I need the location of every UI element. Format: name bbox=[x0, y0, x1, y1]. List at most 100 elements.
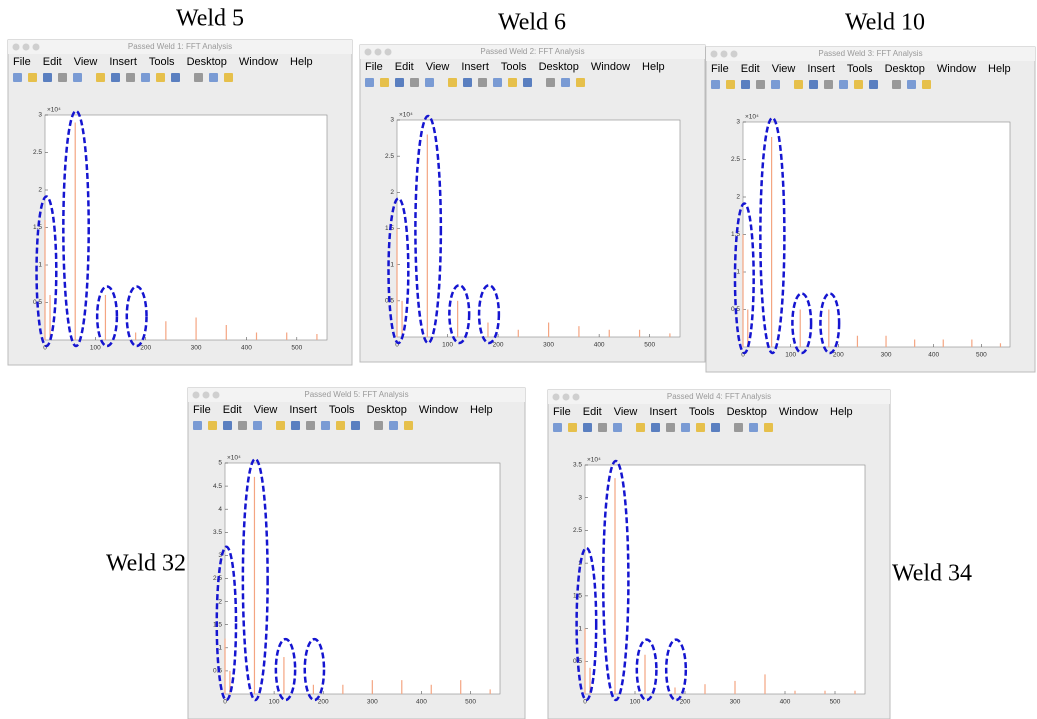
menu-item[interactable]: Window bbox=[779, 406, 818, 418]
menu-item[interactable]: Help bbox=[290, 56, 313, 68]
window-button[interactable] bbox=[563, 394, 570, 401]
toolbar-icon[interactable] bbox=[194, 73, 203, 82]
toolbar-icon[interactable] bbox=[404, 421, 413, 430]
toolbar-icon[interactable] bbox=[111, 73, 120, 82]
toolbar-icon[interactable] bbox=[365, 78, 374, 87]
menu-item[interactable]: Window bbox=[419, 404, 458, 416]
toolbar-icon[interactable] bbox=[809, 80, 818, 89]
toolbar-icon[interactable] bbox=[448, 78, 457, 87]
toolbar-icon[interactable] bbox=[493, 78, 502, 87]
menu-item[interactable]: Edit bbox=[741, 63, 760, 75]
menu-item[interactable]: Tools bbox=[501, 61, 527, 73]
menu-item[interactable]: Edit bbox=[43, 56, 62, 68]
toolbar-icon[interactable] bbox=[171, 73, 180, 82]
menu-item[interactable]: Tools bbox=[689, 406, 715, 418]
menu-item[interactable]: File bbox=[365, 61, 383, 73]
window-button[interactable] bbox=[711, 51, 718, 58]
menu-item[interactable]: Insert bbox=[807, 63, 835, 75]
toolbar-icon[interactable] bbox=[854, 80, 863, 89]
toolbar-icon[interactable] bbox=[43, 73, 52, 82]
toolbar-icon[interactable] bbox=[613, 423, 622, 432]
toolbar-icon[interactable] bbox=[336, 421, 345, 430]
toolbar-icon[interactable] bbox=[734, 423, 743, 432]
toolbar-icon[interactable] bbox=[636, 423, 645, 432]
toolbar-icon[interactable] bbox=[764, 423, 773, 432]
menu-item[interactable]: View bbox=[74, 56, 98, 68]
toolbar-icon[interactable] bbox=[598, 423, 607, 432]
toolbar-icon[interactable] bbox=[711, 80, 720, 89]
window-button[interactable] bbox=[553, 394, 560, 401]
window-button[interactable] bbox=[385, 49, 392, 56]
menu-item[interactable]: Desktop bbox=[187, 56, 227, 68]
menu-item[interactable]: Desktop bbox=[885, 63, 925, 75]
menu-item[interactable]: Edit bbox=[395, 61, 414, 73]
toolbar-icon[interactable] bbox=[771, 80, 780, 89]
menu-item[interactable]: Help bbox=[470, 404, 493, 416]
window-button[interactable] bbox=[33, 44, 40, 51]
menu-item[interactable]: Window bbox=[591, 61, 630, 73]
menu-item[interactable]: Help bbox=[830, 406, 853, 418]
toolbar-icon[interactable] bbox=[892, 80, 901, 89]
toolbar-icon[interactable] bbox=[209, 73, 218, 82]
toolbar-icon[interactable] bbox=[291, 421, 300, 430]
toolbar-icon[interactable] bbox=[253, 421, 262, 430]
menu-item[interactable]: Insert bbox=[109, 56, 137, 68]
menu-item[interactable]: Edit bbox=[583, 406, 602, 418]
menu-item[interactable]: Window bbox=[239, 56, 278, 68]
toolbar-icon[interactable] bbox=[696, 423, 705, 432]
toolbar-icon[interactable] bbox=[561, 78, 570, 87]
window-button[interactable] bbox=[213, 392, 220, 399]
menu-item[interactable]: Tools bbox=[149, 56, 175, 68]
menu-item[interactable]: View bbox=[614, 406, 638, 418]
menu-item[interactable]: Desktop bbox=[539, 61, 579, 73]
toolbar-icon[interactable] bbox=[156, 73, 165, 82]
toolbar-icon[interactable] bbox=[478, 78, 487, 87]
toolbar-icon[interactable] bbox=[374, 421, 383, 430]
window-button[interactable] bbox=[365, 49, 372, 56]
toolbar-icon[interactable] bbox=[508, 78, 517, 87]
toolbar-icon[interactable] bbox=[726, 80, 735, 89]
toolbar-icon[interactable] bbox=[583, 423, 592, 432]
window-button[interactable] bbox=[23, 44, 30, 51]
menu-item[interactable]: View bbox=[254, 404, 278, 416]
toolbar-icon[interactable] bbox=[824, 80, 833, 89]
window-button[interactable] bbox=[731, 51, 738, 58]
toolbar-icon[interactable] bbox=[907, 80, 916, 89]
toolbar-icon[interactable] bbox=[553, 423, 562, 432]
toolbar-icon[interactable] bbox=[756, 80, 765, 89]
menu-item[interactable]: Tools bbox=[329, 404, 355, 416]
toolbar-icon[interactable] bbox=[523, 78, 532, 87]
menu-item[interactable]: Edit bbox=[223, 404, 242, 416]
toolbar-icon[interactable] bbox=[58, 73, 67, 82]
toolbar-icon[interactable] bbox=[681, 423, 690, 432]
toolbar-icon[interactable] bbox=[208, 421, 217, 430]
toolbar-icon[interactable] bbox=[463, 78, 472, 87]
toolbar-icon[interactable] bbox=[741, 80, 750, 89]
menu-item[interactable]: Insert bbox=[461, 61, 489, 73]
menu-item[interactable]: Help bbox=[988, 63, 1011, 75]
toolbar-icon[interactable] bbox=[224, 73, 233, 82]
toolbar-icon[interactable] bbox=[306, 421, 315, 430]
toolbar-icon[interactable] bbox=[380, 78, 389, 87]
toolbar-icon[interactable] bbox=[389, 421, 398, 430]
menu-item[interactable]: Insert bbox=[649, 406, 677, 418]
toolbar-icon[interactable] bbox=[839, 80, 848, 89]
menu-item[interactable]: File bbox=[553, 406, 571, 418]
toolbar-icon[interactable] bbox=[276, 421, 285, 430]
toolbar-icon[interactable] bbox=[238, 421, 247, 430]
window-button[interactable] bbox=[573, 394, 580, 401]
menu-item[interactable]: File bbox=[193, 404, 211, 416]
menu-item[interactable]: Desktop bbox=[367, 404, 407, 416]
menu-item[interactable]: File bbox=[13, 56, 31, 68]
toolbar-icon[interactable] bbox=[922, 80, 931, 89]
toolbar-icon[interactable] bbox=[576, 78, 585, 87]
window-button[interactable] bbox=[13, 44, 20, 51]
toolbar-icon[interactable] bbox=[73, 73, 82, 82]
toolbar-icon[interactable] bbox=[321, 421, 330, 430]
toolbar-icon[interactable] bbox=[749, 423, 758, 432]
menu-item[interactable]: Window bbox=[937, 63, 976, 75]
window-button[interactable] bbox=[203, 392, 210, 399]
menu-item[interactable]: Insert bbox=[289, 404, 317, 416]
menu-item[interactable]: Desktop bbox=[727, 406, 767, 418]
toolbar-icon[interactable] bbox=[126, 73, 135, 82]
